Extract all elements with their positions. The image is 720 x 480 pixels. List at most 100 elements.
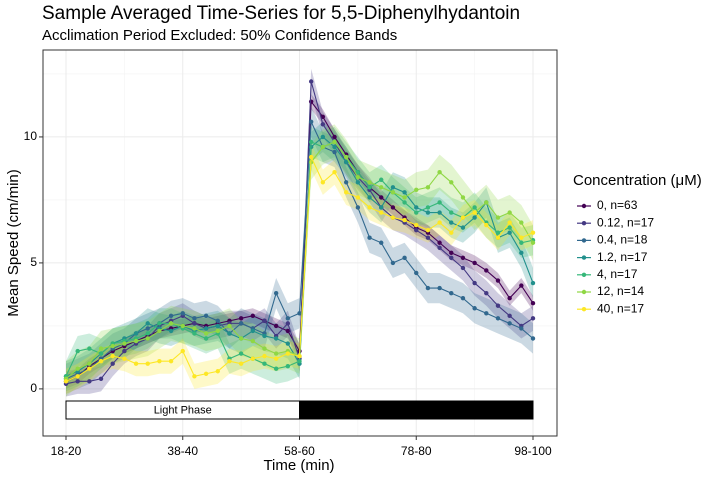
data-point: [519, 235, 524, 240]
legend-title: Concentration (μM): [573, 172, 702, 189]
data-point: [530, 280, 536, 286]
data-point: [437, 210, 442, 215]
data-point: [227, 358, 232, 364]
data-point: [145, 331, 150, 336]
data-point: [530, 336, 536, 341]
data-point: [460, 225, 466, 230]
data-point: [332, 144, 337, 150]
data-point: [402, 200, 407, 205]
data-point: [122, 348, 127, 354]
data-point: [472, 215, 477, 220]
data-point: [344, 180, 349, 185]
data-point: [122, 341, 127, 346]
data-point: [355, 195, 361, 200]
data-point: [495, 215, 501, 220]
data-point: [145, 336, 150, 341]
data-point: [495, 235, 501, 240]
data-point: [133, 331, 139, 336]
data-point: [355, 169, 361, 175]
panel-border: [42, 49, 558, 437]
legend-marker: [581, 238, 587, 243]
data-point: [530, 230, 536, 235]
data-point: [262, 353, 267, 359]
data-point: [449, 180, 454, 185]
data-point: [75, 379, 80, 384]
x-tick-label: 58-60: [284, 444, 315, 458]
data-point: [98, 346, 104, 351]
data-point: [495, 303, 501, 308]
data-point: [507, 225, 512, 230]
data-point: [460, 295, 466, 301]
data-point: [192, 316, 197, 321]
data-point: [472, 210, 477, 215]
data-point: [262, 333, 267, 339]
y-tick-label: 0: [30, 381, 37, 395]
data-point: [449, 290, 454, 296]
data-point: [273, 323, 279, 329]
data-point: [379, 195, 384, 200]
data-point: [192, 326, 197, 331]
chart-subtitle: Acclimation Period Excluded: 50% Confide…: [42, 27, 397, 44]
data-point: [285, 321, 291, 326]
data-point: [308, 99, 314, 104]
legend-label: 12, n=14: [597, 284, 644, 298]
phase-label: Light Phase: [154, 404, 212, 416]
data-point: [519, 240, 524, 245]
data-point: [344, 159, 349, 165]
data-point: [238, 351, 244, 356]
data-point: [145, 321, 150, 326]
confidence-band: [66, 106, 533, 394]
data-point: [87, 366, 92, 371]
data-point: [425, 235, 431, 240]
data-point: [449, 220, 454, 225]
data-point: [157, 321, 162, 326]
legend-marker: [581, 221, 587, 226]
legend-label: 40, n=17: [597, 301, 644, 315]
data-point: [414, 205, 419, 210]
data-point: [238, 316, 244, 321]
data-point: [110, 353, 115, 359]
data-point: [402, 190, 407, 195]
data-point: [484, 222, 489, 228]
data-point: [215, 318, 220, 324]
data-point: [273, 351, 279, 356]
data-point: [495, 316, 501, 321]
data-point: [495, 278, 501, 283]
legend-label: 4, n=17: [597, 267, 638, 281]
data-point: [344, 190, 349, 195]
data-point: [122, 356, 127, 361]
data-point: [519, 220, 524, 225]
phase-label: Dark Phase: [388, 404, 445, 416]
data-point: [414, 222, 419, 228]
data-point: [425, 205, 431, 210]
data-point: [390, 215, 396, 220]
data-point: [308, 79, 314, 84]
data-point: [519, 250, 524, 256]
y-tick-label: 5: [30, 255, 37, 269]
data-point: [484, 200, 489, 205]
data-point: [379, 210, 384, 215]
data-point: [250, 313, 255, 319]
data-point: [402, 195, 407, 200]
data-point: [449, 250, 454, 256]
data-point: [273, 356, 279, 361]
data-point: [168, 321, 174, 326]
data-point: [192, 374, 197, 379]
data-point: [460, 195, 466, 200]
data-point: [203, 331, 209, 336]
data-point: [180, 348, 185, 354]
data-point: [133, 338, 139, 344]
data-point: [320, 114, 326, 119]
data-point: [297, 353, 302, 359]
data-point: [332, 149, 337, 155]
data-point: [285, 316, 291, 321]
data-point: [87, 346, 92, 351]
y-tick-label: 10: [24, 129, 38, 143]
data-point: [332, 134, 337, 140]
data-point: [262, 318, 267, 324]
data-point: [437, 169, 442, 175]
chart-title: Sample Averaged Time-Series for 5,5-Diph…: [42, 3, 520, 24]
data-point: [308, 139, 314, 145]
data-point: [367, 235, 372, 240]
